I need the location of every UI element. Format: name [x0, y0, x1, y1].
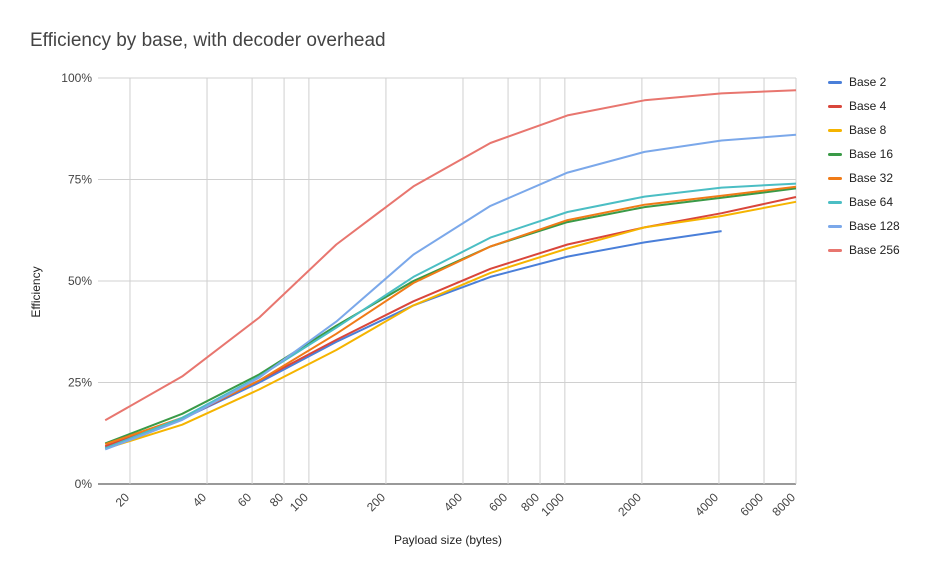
legend-label: Base 8: [849, 123, 887, 137]
legend-swatch: [828, 152, 842, 156]
x-tick-label: 600: [486, 490, 510, 514]
legend-item: Base 2: [828, 70, 900, 94]
x-tick-label: 1000: [538, 490, 567, 519]
legend-label: Base 2: [849, 75, 887, 89]
y-tick-label: 100%: [61, 71, 92, 85]
legend-label: Base 32: [849, 171, 894, 185]
x-tick-label: 20: [113, 490, 133, 510]
legend-swatch: [828, 128, 842, 132]
x-tick-label: 400: [441, 490, 465, 514]
legend-label: Base 16: [849, 147, 894, 161]
x-tick-label: 4000: [692, 490, 721, 519]
series-line-base-64: [104, 182, 797, 450]
x-tick-label: 80: [267, 490, 287, 510]
y-tick-label: 0%: [75, 477, 93, 491]
y-tick-label: 25%: [68, 376, 92, 390]
legend-swatch: [828, 80, 842, 84]
legend-label: Base 256: [849, 243, 900, 257]
legend-label: Base 4: [849, 99, 887, 113]
y-axis-ticks: 0% 25% 50% 75% 100%: [61, 71, 92, 491]
x-tick-label: 40: [190, 490, 210, 510]
x-tick-label: 60: [235, 490, 255, 510]
x-tick-label: 100: [287, 490, 311, 514]
series-line-base-128: [104, 133, 797, 451]
legend-item: Base 8: [828, 118, 900, 142]
x-tick-label: 6000: [737, 490, 766, 519]
series-lines: [104, 89, 797, 451]
legend-item: Base 128: [828, 214, 900, 238]
x-tick-label: 8000: [769, 490, 798, 519]
grid: [98, 77, 797, 485]
chart-title: Efficiency by base, with decoder overhea…: [30, 30, 386, 51]
legend-item: Base 64: [828, 190, 900, 214]
x-tick-label: 2000: [615, 490, 644, 519]
legend-swatch: [828, 104, 842, 108]
legend: Base 2 Base 4 Base 8 Base 16 Base 32 Base 64 B…: [828, 70, 900, 262]
legend-item: Base 256: [828, 238, 900, 262]
legend-label: Base 128: [849, 219, 900, 233]
legend-swatch: [828, 200, 842, 204]
legend-item: Base 16: [828, 142, 900, 166]
x-tick-label: 200: [364, 490, 388, 514]
legend-swatch: [828, 176, 842, 180]
y-axis-title: Efficiency: [29, 266, 43, 317]
legend-item: Base 32: [828, 166, 900, 190]
legend-swatch: [828, 248, 842, 252]
y-tick-label: 50%: [68, 274, 92, 288]
x-axis-title: Payload size (bytes): [394, 533, 502, 547]
y-tick-label: 75%: [68, 173, 92, 187]
series-line-base-256: [104, 89, 797, 422]
series-line-base-2: [104, 230, 722, 449]
legend-label: Base 64: [849, 195, 894, 209]
legend-swatch: [828, 224, 842, 228]
legend-item: Base 4: [828, 94, 900, 118]
series-line-base-8: [104, 200, 797, 450]
